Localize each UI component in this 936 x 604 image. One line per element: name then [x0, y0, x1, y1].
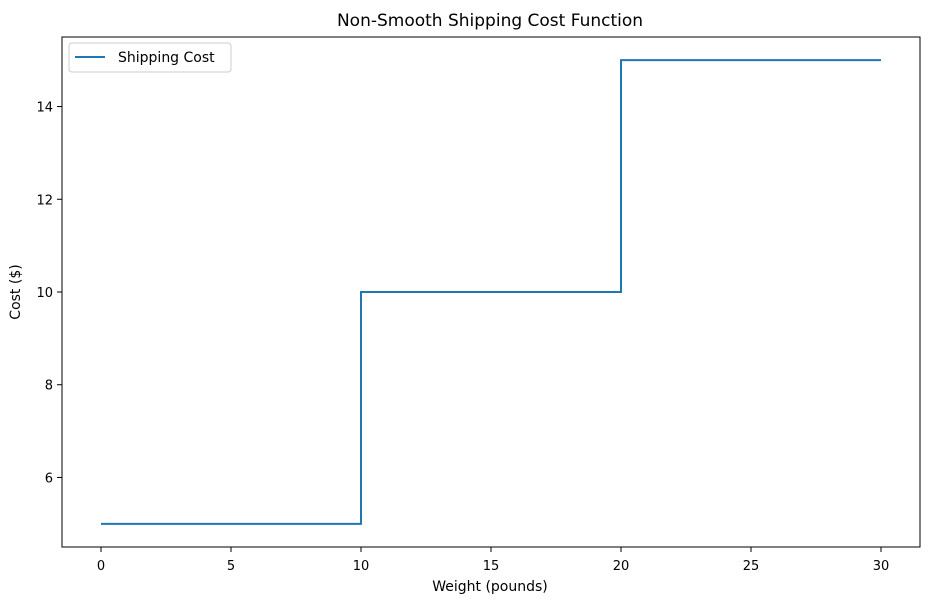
x-axis-ticks: 0 5 10 15 20 25 30 [97, 547, 889, 574]
y-tick-label-8: 8 [45, 379, 53, 394]
y-tick-label-12: 12 [36, 193, 53, 208]
x-tick-label-25: 25 [743, 559, 760, 574]
y-axis-label: Cost ($) [8, 264, 24, 319]
chart-title: Non-Smooth Shipping Cost Function [337, 11, 643, 31]
x-tick-label-15: 15 [483, 559, 500, 574]
y-tick-label-6: 6 [45, 471, 53, 486]
y-axis-ticks: 6 8 10 12 14 [36, 101, 62, 486]
y-tick-label-14: 14 [36, 101, 53, 116]
series-layer [101, 59, 881, 525]
plot-area [61, 36, 921, 548]
legend: Shipping Cost [68, 42, 232, 73]
legend-frame [68, 42, 232, 73]
x-tick-label-0: 0 [97, 559, 105, 574]
legend-label-shipping-cost: Shipping Cost [118, 50, 215, 66]
x-tick-label-30: 30 [873, 559, 890, 574]
x-axis-label: Weight (pounds) [432, 579, 548, 595]
series-line-0 [101, 59, 881, 525]
x-tick-label-20: 20 [613, 559, 630, 574]
y-tick-label-10: 10 [36, 286, 53, 301]
x-tick-label-5: 5 [227, 559, 235, 574]
x-tick-label-10: 10 [353, 559, 370, 574]
